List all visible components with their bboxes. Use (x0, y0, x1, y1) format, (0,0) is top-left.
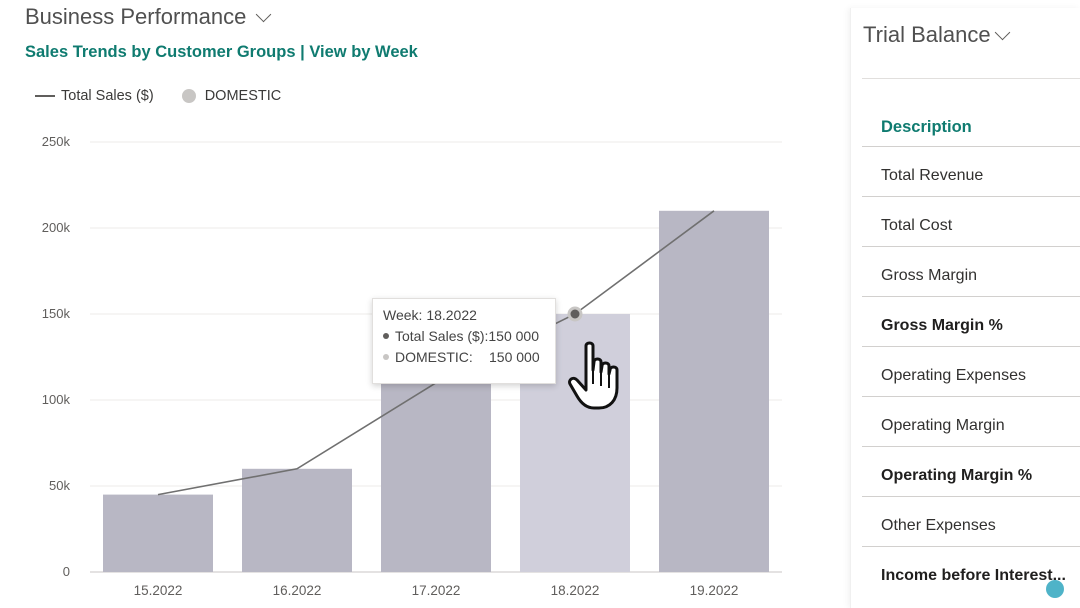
card-title-text: Business Performance (25, 4, 247, 29)
bar-domestic[interactable] (242, 468, 352, 572)
y-tick-label: 150k (42, 306, 71, 321)
bar-domestic[interactable] (103, 494, 213, 572)
bar-domestic[interactable] (659, 210, 769, 573)
chevron-down-icon[interactable] (994, 24, 1010, 40)
trial-balance-row-label[interactable]: Total Revenue (881, 167, 984, 184)
trial-balance-row-label[interactable]: Total Cost (881, 217, 953, 234)
x-tick-label: 19.2022 (690, 583, 739, 598)
divider (862, 78, 1080, 79)
trial-balance-row-label[interactable]: Operating Expenses (881, 367, 1026, 384)
line-legend-icon (35, 95, 55, 97)
legend-domestic[interactable]: DOMESTIC (204, 88, 282, 104)
tooltip-domestic-label: DOMESTIC: (395, 349, 473, 365)
y-tick-label: 0 (63, 564, 70, 579)
trial-balance-row[interactable]: Income before Interest... (862, 546, 1080, 596)
legend-total-sales[interactable]: Total Sales ($) (61, 88, 154, 104)
tooltip-title: Week: 18.2022 (383, 307, 477, 323)
y-tick-label: 250k (42, 134, 71, 149)
x-tick-label: 17.2022 (412, 583, 461, 598)
business-performance-title[interactable]: Business Performance (25, 4, 272, 30)
business-performance-card: Business Performance Sales Trends by Cus… (25, 4, 782, 598)
trial-balance-row-label[interactable]: Operating Margin % (881, 467, 1033, 484)
tooltip-total-sales-value: 150 000 (488, 328, 539, 344)
trial-balance-row-label[interactable]: Gross Margin (881, 267, 978, 284)
trial-balance-title[interactable]: Trial Balance (863, 22, 1010, 48)
x-tick-label: 15.2022 (134, 583, 183, 598)
bar-domestic[interactable] (381, 382, 491, 572)
app-badge-icon[interactable] (1046, 580, 1064, 598)
trial-balance-row[interactable]: Total Revenue (862, 146, 1080, 196)
subtitle-customer-groups-link[interactable]: Sales Trends by Customer Groups (25, 43, 296, 61)
tooltip-row-domestic: DOMESTIC: 150 000 (383, 349, 545, 365)
trial-balance-row-label[interactable]: Gross Margin % (881, 317, 1003, 334)
y-tick-label: 50k (49, 478, 70, 493)
trial-balance-row[interactable]: Operating Margin (862, 396, 1080, 446)
y-tick-label: 100k (42, 392, 71, 407)
x-tick-label: 16.2022 (273, 583, 322, 598)
description-column-header[interactable]: Description (881, 118, 972, 136)
x-tick-label: 18.2022 (551, 583, 600, 598)
trial-balance-title-text: Trial Balance (863, 22, 991, 47)
y-tick-label: 200k (42, 220, 71, 235)
trial-balance-row[interactable]: Other Expenses (862, 496, 1080, 546)
trial-balance-card: Trial Balance Description Total Revenue T… (850, 8, 1080, 608)
trial-balance-row[interactable]: Operating Margin % (862, 446, 1080, 496)
domestic-legend-dot-icon (181, 89, 196, 103)
tooltip-domestic-value: 150 000 (489, 349, 540, 365)
trial-balance-row[interactable]: Total Cost (862, 196, 1080, 246)
trial-balance-row[interactable]: Gross Margin (862, 246, 1080, 296)
hand-cursor-icon (568, 341, 619, 410)
trial-balance-row-label[interactable]: Income before Interest... (881, 567, 1066, 584)
chart-tooltip: Week: 18.2022 Total Sales ($): 150 000 D… (372, 298, 556, 384)
tooltip-dot-icon (383, 354, 389, 360)
view-by-week-link[interactable]: View by Week (309, 43, 418, 61)
trial-balance-row-label[interactable]: Other Expenses (881, 517, 996, 534)
tooltip-dot-icon (383, 333, 389, 339)
subtitle-separator: | (300, 43, 305, 61)
line-point-marker[interactable] (567, 306, 583, 322)
trial-balance-row[interactable]: Operating Expenses (862, 346, 1080, 396)
trial-balance-row-label[interactable]: Operating Margin (881, 417, 1005, 434)
chart-subtitle: Sales Trends by Customer Groups | View b… (25, 43, 418, 62)
tooltip-row-total-sales: Total Sales ($): 150 000 (383, 328, 545, 344)
chart-legend: Total Sales ($) DOMESTIC (35, 88, 281, 104)
tooltip-total-sales-label: Total Sales ($): (395, 328, 489, 344)
trial-balance-row[interactable]: Gross Margin % (862, 296, 1080, 346)
